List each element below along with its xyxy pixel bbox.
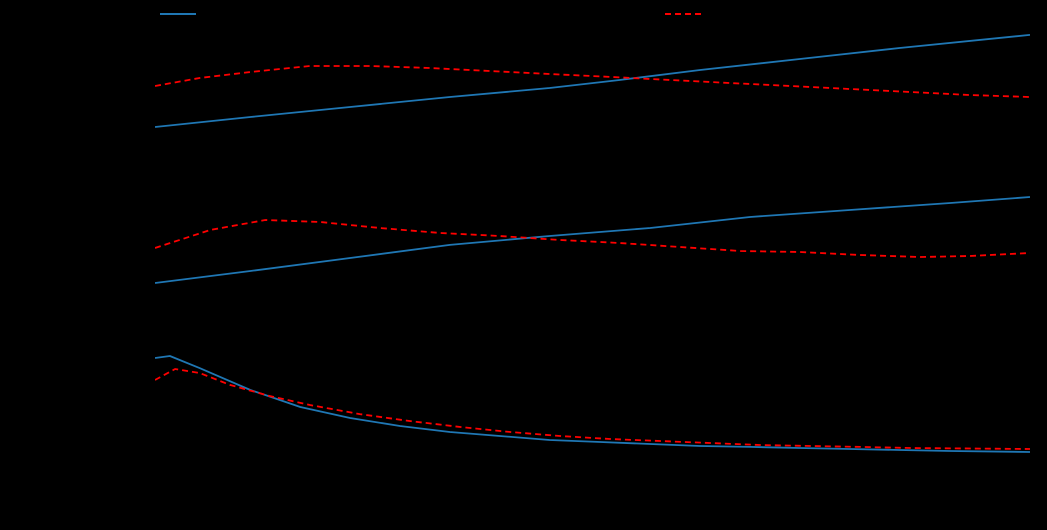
legend-key-red-dashed-line-icon: [665, 13, 701, 15]
subplot-middle-line-chart: [155, 196, 1030, 284]
subplot-top-line-chart: [155, 34, 1030, 128]
subplot-bottom-line-chart: [155, 355, 1030, 453]
legend-key-blue-line-icon: [160, 13, 196, 15]
